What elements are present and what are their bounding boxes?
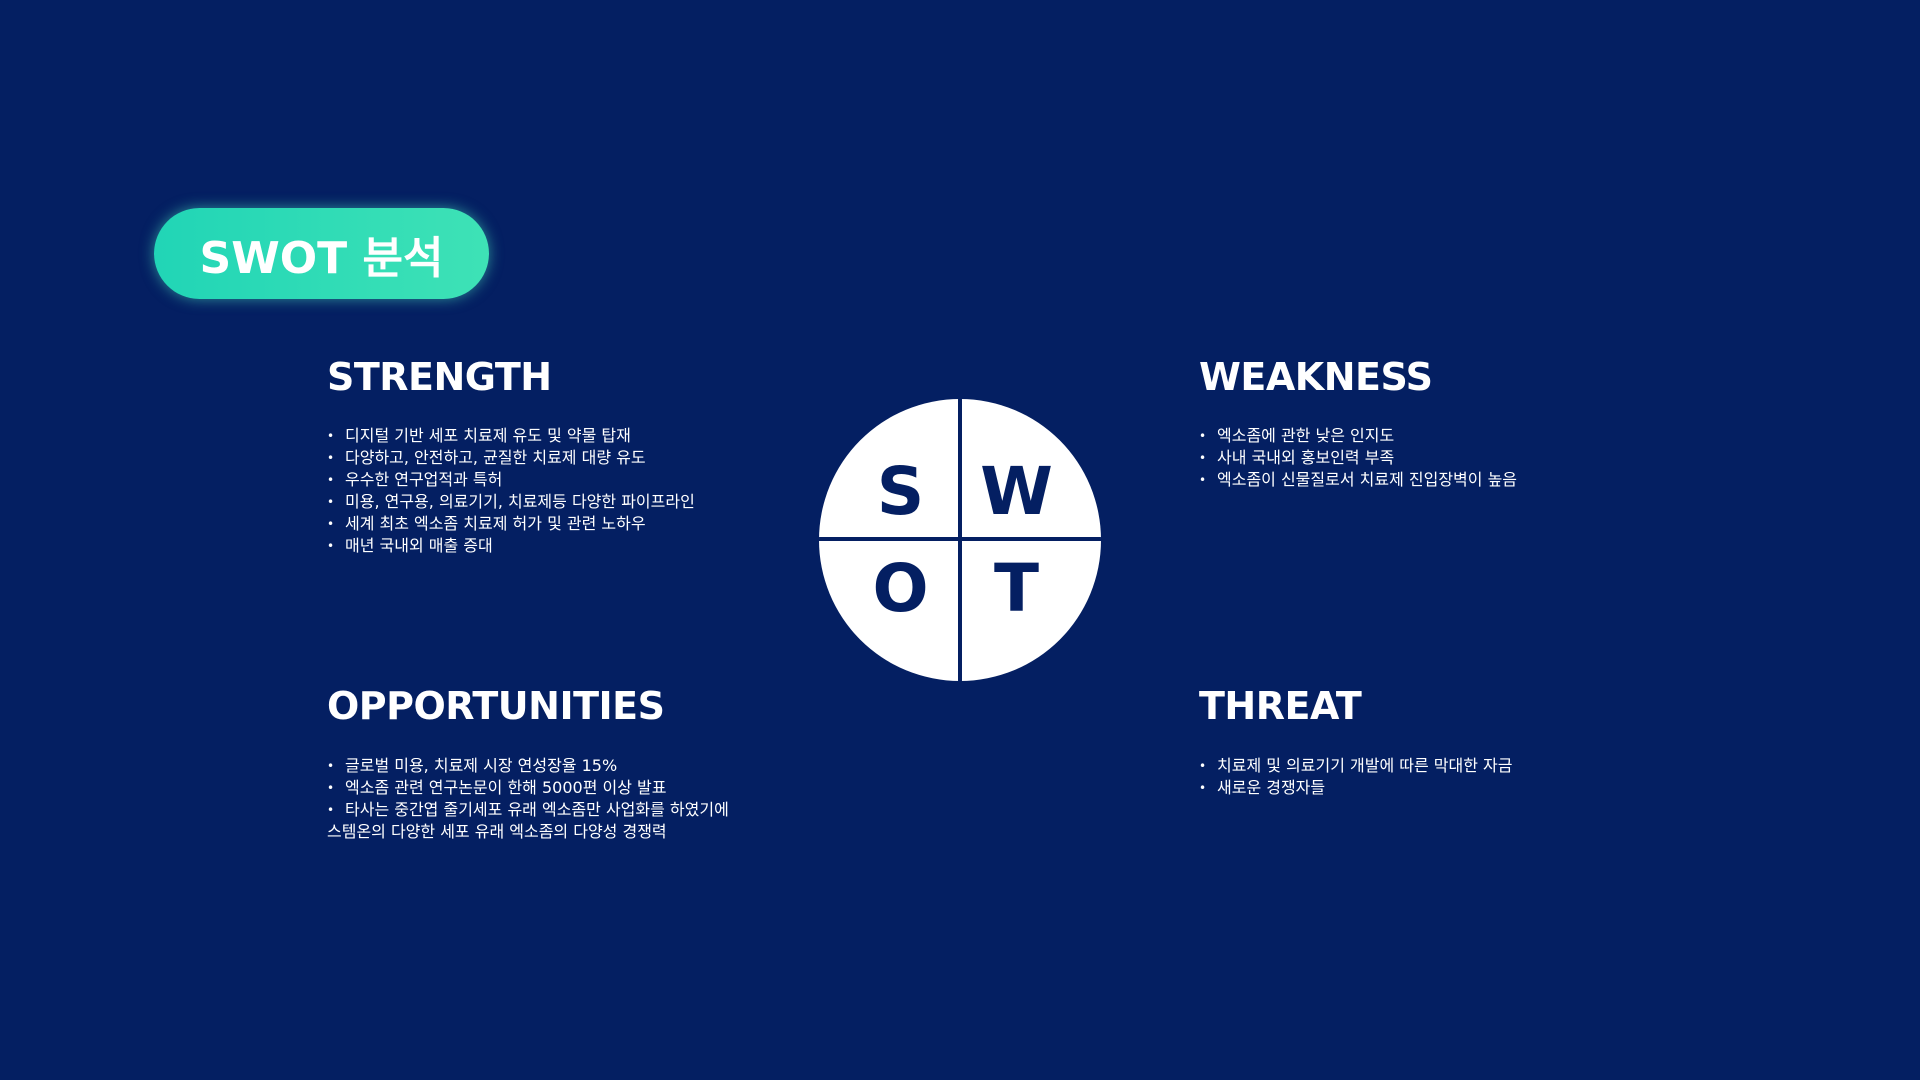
opportunities-list: 글로벌 미용, 치료제 시장 연성장율 15% 엑소좀 관련 연구논문이 한해 … bbox=[327, 755, 729, 843]
weakness-section: WEAKNESS 엑소좀에 관한 낮은 인지도 사내 국내외 홍보인력 부족 엑… bbox=[1199, 358, 1517, 491]
threat-section: THREAT 치료제 및 의료기기 개발에 따른 막대한 자금 새로운 경쟁자들 bbox=[1199, 687, 1512, 799]
horizontal-divider bbox=[819, 537, 1101, 541]
list-item: 세계 최초 엑소좀 치료제 허가 및 관련 노하우 bbox=[327, 513, 695, 535]
swot-letter-w: W bbox=[980, 452, 1053, 530]
list-item: 매년 국내외 매출 증대 bbox=[327, 535, 695, 557]
opportunities-section: OPPORTUNITIES 글로벌 미용, 치료제 시장 연성장율 15% 엑소… bbox=[327, 687, 729, 843]
title-badge: SWOT 분석 bbox=[154, 208, 489, 299]
strength-section: STRENGTH 디지털 기반 세포 치료제 유도 및 약물 탑재 다양하고, … bbox=[327, 358, 695, 557]
swot-letter-s: S bbox=[876, 452, 925, 530]
list-item: 엑소좀이 신물질로서 치료제 진입장벽이 높음 bbox=[1199, 469, 1517, 491]
list-item: 디지털 기반 세포 치료제 유도 및 약물 탑재 bbox=[327, 425, 695, 447]
opportunities-heading: OPPORTUNITIES bbox=[327, 684, 665, 728]
list-item: 우수한 연구업적과 특허 bbox=[327, 469, 695, 491]
swot-letter-t: T bbox=[993, 549, 1040, 627]
list-item: 타사는 중간엽 줄기세포 유래 엑소좀만 사업화를 하였기에 bbox=[327, 799, 729, 821]
page-title: SWOT 분석 bbox=[199, 232, 444, 284]
strength-list: 디지털 기반 세포 치료제 유도 및 약물 탑재 다양하고, 안전하고, 균질한… bbox=[327, 425, 695, 557]
list-item: 새로운 경쟁자들 bbox=[1199, 777, 1512, 799]
weakness-heading: WEAKNESS bbox=[1199, 355, 1433, 399]
strength-heading: STRENGTH bbox=[327, 355, 552, 399]
list-item: 엑소좀에 관한 낮은 인지도 bbox=[1199, 425, 1517, 447]
list-item: 엑소좀 관련 연구논문이 한해 5000편 이상 발표 bbox=[327, 777, 729, 799]
list-item: 글로벌 미용, 치료제 시장 연성장율 15% bbox=[327, 755, 729, 777]
list-item-continuation: 스템온의 다양한 세포 유래 엑소좀의 다양성 경쟁력 bbox=[327, 822, 667, 841]
threat-heading: THREAT bbox=[1199, 684, 1362, 728]
list-item: 치료제 및 의료기기 개발에 따른 막대한 자금 bbox=[1199, 755, 1512, 777]
swot-circle-graphic: S W O T bbox=[819, 399, 1101, 681]
swot-letter-o: O bbox=[872, 549, 929, 627]
threat-list: 치료제 및 의료기기 개발에 따른 막대한 자금 새로운 경쟁자들 bbox=[1199, 755, 1512, 799]
weakness-list: 엑소좀에 관한 낮은 인지도 사내 국내외 홍보인력 부족 엑소좀이 신물질로서… bbox=[1199, 425, 1517, 491]
list-item: 사내 국내외 홍보인력 부족 bbox=[1199, 447, 1517, 469]
list-item: 미용, 연구용, 의료기기, 치료제등 다양한 파이프라인 bbox=[327, 491, 695, 513]
list-item: 다양하고, 안전하고, 균질한 치료제 대량 유도 bbox=[327, 447, 695, 469]
